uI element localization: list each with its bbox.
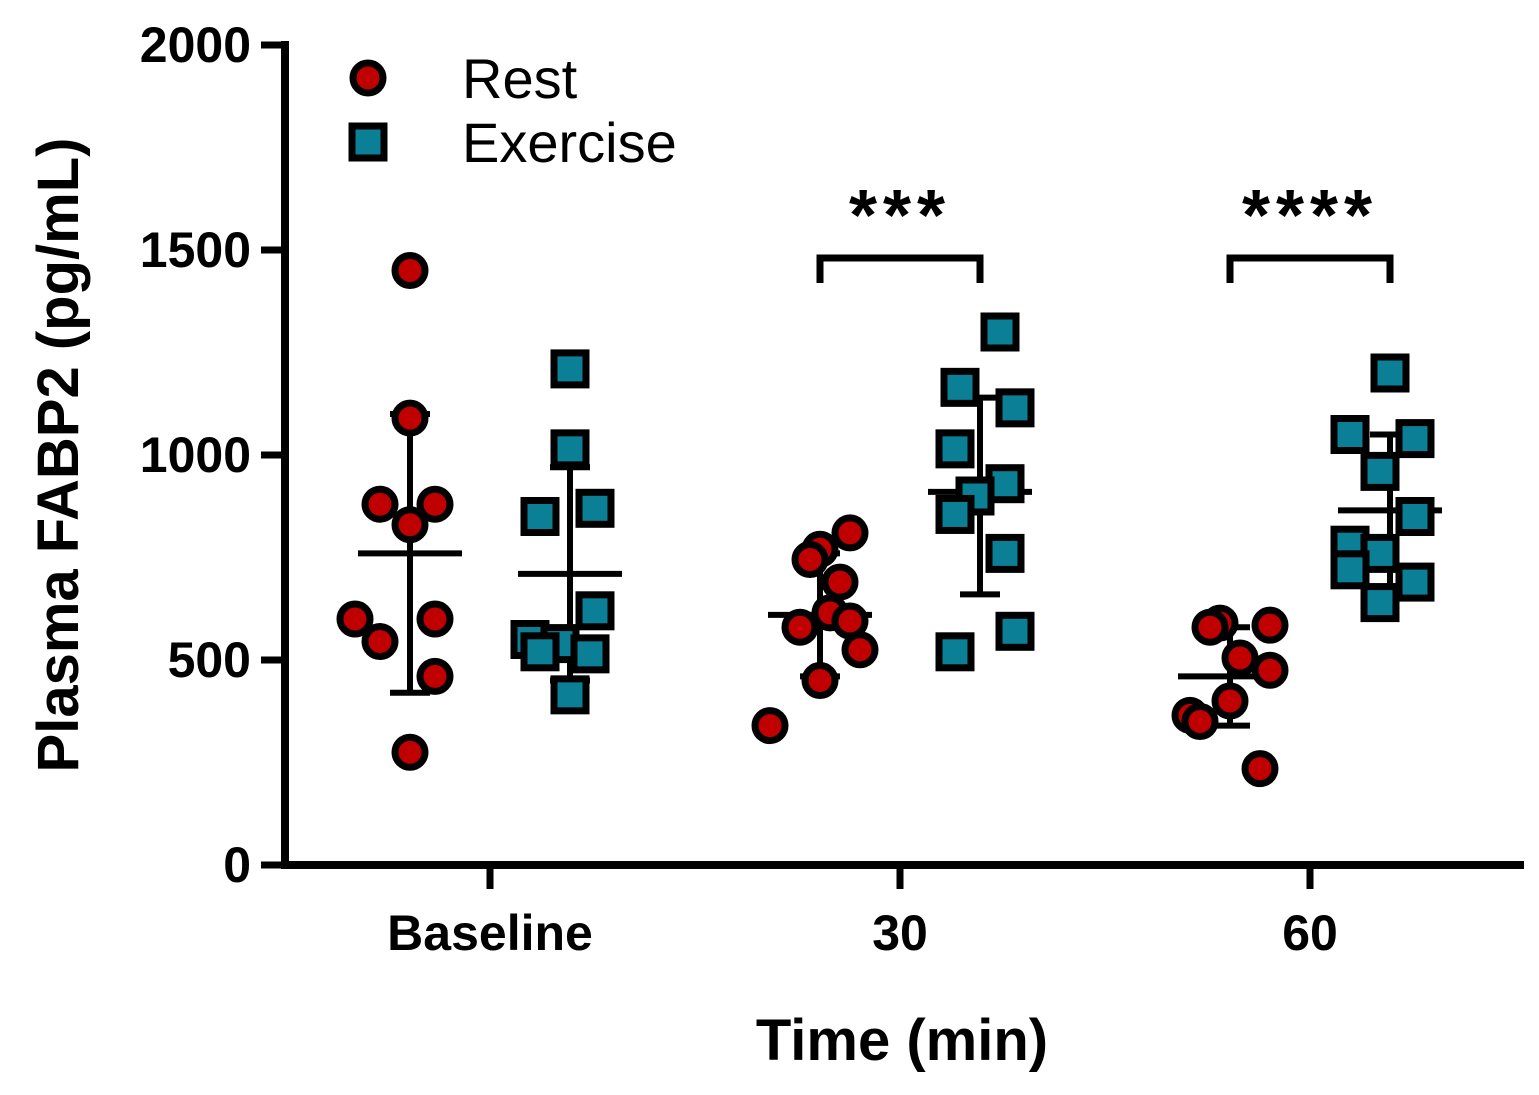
x-axis-title: Time (min): [756, 1008, 1048, 1073]
y-tick-label: 1500: [140, 222, 251, 278]
point-exercise: [935, 632, 975, 672]
y-tick-label: 500: [168, 632, 251, 688]
point-rest: [391, 252, 429, 289]
point-rest: [1181, 703, 1219, 740]
significance-bracket: [816, 254, 984, 283]
point-rest: [801, 662, 839, 699]
point-rest: [1251, 651, 1289, 689]
y-tick-label: 1000: [140, 427, 251, 483]
point-rest: [1211, 682, 1249, 720]
point-rest: [781, 608, 819, 646]
point-rest: [751, 707, 789, 745]
point-exercise: [1370, 353, 1410, 393]
data-points: [336, 252, 1435, 788]
point-exercise: [940, 367, 980, 407]
point-rest: [391, 399, 429, 437]
point-exercise: [1330, 550, 1370, 590]
point-rest: [1191, 608, 1229, 646]
point-exercise: [550, 675, 590, 715]
y-tick-label: 0: [223, 837, 251, 893]
x-axis-ticks: Baseline 30 60: [387, 865, 1338, 961]
significance-stars: ***: [849, 176, 951, 256]
point-rest: [416, 485, 454, 523]
point-exercise: [1330, 415, 1370, 454]
point-exercise: [550, 429, 590, 469]
point-exercise: [995, 611, 1035, 651]
point-exercise: [980, 312, 1020, 352]
point-rest: [831, 514, 869, 552]
point-exercise: [520, 497, 560, 536]
legend-label-exercise: Exercise: [462, 111, 677, 174]
point-rest: [416, 657, 454, 695]
point-exercise: [1395, 562, 1435, 602]
legend-marker-rest: [349, 59, 387, 97]
point-exercise: [575, 488, 615, 528]
x-tick-label: 60: [1282, 905, 1338, 961]
point-exercise: [570, 634, 610, 674]
point-exercise: [1360, 451, 1400, 491]
point-exercise: [1395, 419, 1435, 459]
point-rest: [391, 506, 429, 544]
point-exercise: [985, 533, 1025, 573]
point-exercise: [1395, 497, 1435, 536]
x-tick-label: 30: [872, 905, 928, 961]
y-axis-ticks: 0 500 1000 1500 2000: [140, 17, 285, 893]
legend-label-rest: Rest: [462, 47, 578, 110]
legend-marker-exercise: [348, 122, 388, 162]
point-exercise: [520, 632, 560, 672]
point-exercise: [550, 349, 590, 389]
point-rest: [391, 733, 429, 771]
significance-stars: ****: [1242, 176, 1378, 256]
point-exercise: [995, 388, 1035, 428]
point-exercise: [935, 429, 975, 469]
point-exercise: [1360, 583, 1400, 623]
significance-annotations: *** ****: [816, 176, 1394, 283]
point-exercise: [935, 494, 975, 534]
point-rest: [841, 631, 879, 669]
y-tick-label: 2000: [140, 17, 251, 73]
point-rest: [821, 563, 859, 601]
point-rest: [791, 541, 829, 579]
point-rest: [1221, 639, 1259, 677]
point-rest: [361, 623, 399, 661]
point-rest: [1241, 750, 1279, 788]
point-rest: [361, 485, 399, 523]
point-rest: [416, 600, 454, 638]
point-exercise: [575, 591, 615, 631]
point-rest: [1251, 606, 1289, 644]
x-tick-label: Baseline: [387, 905, 593, 961]
y-axis-title: Plasma FABP2 (pg/mL): [26, 138, 91, 773]
point-rest: [336, 600, 374, 638]
significance-bracket: [1226, 254, 1394, 283]
